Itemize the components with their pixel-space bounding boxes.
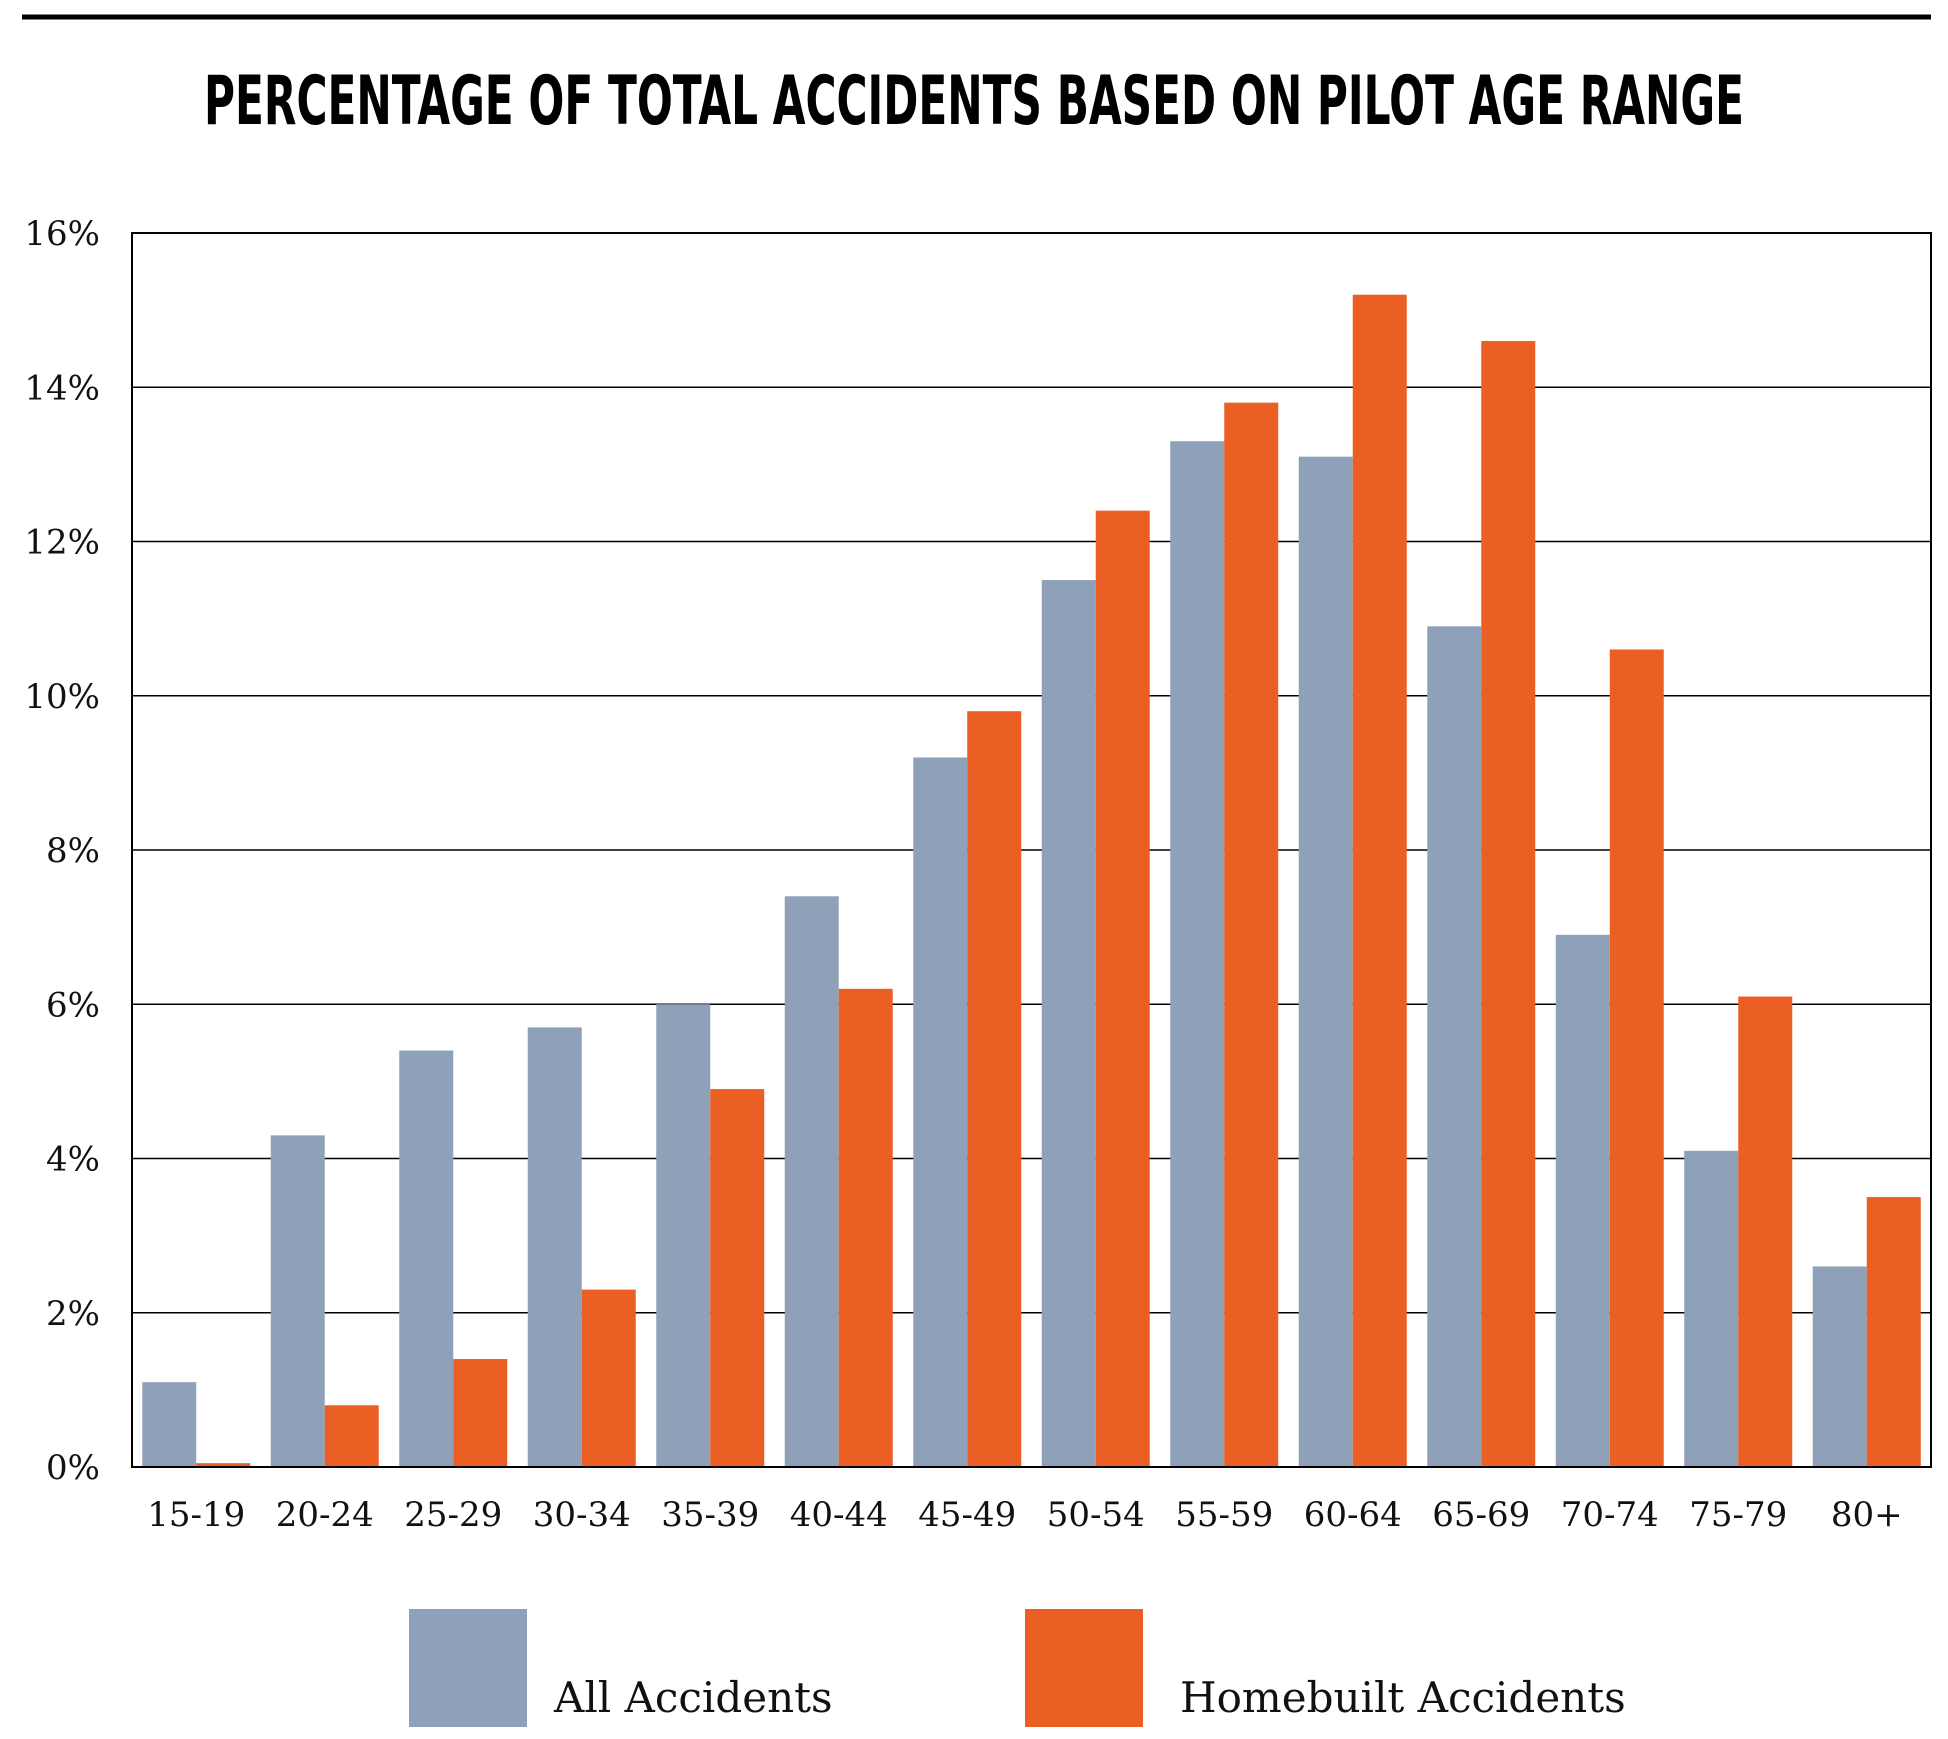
bar-all-accidents <box>913 757 968 1467</box>
bar-all-accidents <box>399 1050 454 1467</box>
bar-homebuilt-accidents <box>1224 402 1279 1467</box>
y-tick-label: 10% <box>24 677 100 717</box>
bar-all-accidents <box>1298 456 1353 1468</box>
y-tick-label: 2% <box>46 1294 100 1334</box>
bar-homebuilt-accidents <box>967 711 1022 1467</box>
bar-homebuilt-accidents <box>838 988 893 1467</box>
bar-all-accidents <box>1041 580 1096 1467</box>
legend-swatch <box>1025 1609 1143 1727</box>
bar-homebuilt-accidents <box>1095 510 1150 1467</box>
x-tick-label: 25-29 <box>404 1495 502 1535</box>
bar-homebuilt-accidents <box>1738 996 1793 1467</box>
legend: All Accidents Homebuilt Accidents <box>409 1609 1626 1727</box>
y-tick-label: 6% <box>46 985 100 1025</box>
bar-all-accidents <box>142 1382 197 1467</box>
bar-homebuilt-accidents <box>710 1089 765 1467</box>
x-tick-label: 20-24 <box>276 1495 374 1535</box>
bar-homebuilt-accidents <box>196 1463 251 1467</box>
bar-all-accidents <box>1555 934 1610 1467</box>
bar-homebuilt-accidents <box>1352 294 1407 1468</box>
bar-homebuilt-accidents <box>453 1359 508 1467</box>
bar-all-accidents <box>270 1135 325 1467</box>
x-tick-label: 15-19 <box>147 1495 245 1535</box>
bar-all-accidents <box>1812 1266 1867 1467</box>
x-tick-label: 70-74 <box>1561 1495 1659 1535</box>
bar-homebuilt-accidents <box>1481 340 1536 1468</box>
chart-title: PERCENTAGE OF TOTAL ACCIDENTS BASED ON P… <box>204 62 1744 141</box>
x-tick-label: 45-49 <box>918 1495 1016 1535</box>
y-tick-label: 12% <box>24 523 100 563</box>
legend-label: All Accidents <box>553 1673 833 1722</box>
y-tick-label: 0% <box>46 1448 100 1488</box>
y-tick-label: 14% <box>24 368 100 408</box>
bar-all-accidents <box>527 1027 582 1467</box>
bar-all-accidents <box>1170 441 1225 1467</box>
legend-label: Homebuilt Accidents <box>1180 1673 1626 1722</box>
y-tick-label: 16% <box>24 214 100 254</box>
x-tick-label: 60-64 <box>1304 1495 1402 1535</box>
x-tick-label: 75-79 <box>1689 1495 1787 1535</box>
bar-all-accidents <box>784 896 839 1467</box>
y-tick-label: 4% <box>46 1140 100 1180</box>
x-tick-label: 30-34 <box>533 1495 631 1535</box>
bar-all-accidents <box>1684 1150 1739 1467</box>
bar-all-accidents <box>1427 626 1482 1467</box>
y-tick-label: 8% <box>46 831 100 871</box>
y-axis-ticks: 0% 2% 4% 6% 8% 10% 12% 14% 16% <box>24 214 100 1488</box>
bar-homebuilt-accidents <box>324 1405 379 1467</box>
bar-homebuilt-accidents <box>1866 1197 1921 1467</box>
x-tick-label: 40-44 <box>790 1495 888 1535</box>
bar-all-accidents <box>656 1004 711 1467</box>
plot-frame <box>131 232 1932 1468</box>
x-tick-label: 55-59 <box>1175 1495 1273 1535</box>
legend-swatch <box>409 1609 527 1727</box>
x-tick-label: 50-54 <box>1047 1495 1145 1535</box>
bars <box>142 294 1921 1468</box>
bar-homebuilt-accidents <box>1609 649 1664 1467</box>
x-axis-ticks: 15-19 20-24 25-29 30-34 35-39 40-44 45-49 50-54… <box>147 1495 1902 1535</box>
x-tick-label: 35-39 <box>661 1495 759 1535</box>
x-tick-label: 65-69 <box>1432 1495 1530 1535</box>
bar-homebuilt-accidents <box>581 1289 636 1467</box>
x-tick-label: 80+ <box>1831 1495 1903 1535</box>
